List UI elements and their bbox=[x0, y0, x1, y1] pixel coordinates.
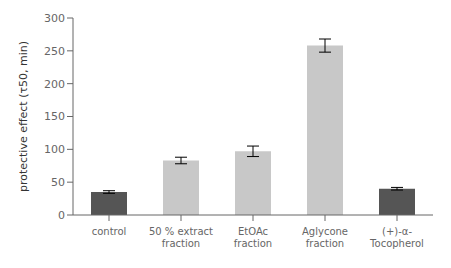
svg-text:300: 300 bbox=[44, 12, 65, 25]
svg-text:250: 250 bbox=[44, 45, 65, 58]
svg-text:200: 200 bbox=[44, 78, 65, 91]
svg-text:100: 100 bbox=[44, 143, 65, 156]
svg-text:(+)-α-Tocopherol: (+)-α-Tocopherol bbox=[369, 226, 424, 249]
svg-text:protective effect (τ50, min): protective effect (τ50, min) bbox=[17, 41, 30, 192]
svg-text:50 % extractfraction: 50 % extractfraction bbox=[149, 226, 213, 249]
svg-text:50: 50 bbox=[51, 176, 65, 189]
svg-text:0: 0 bbox=[58, 209, 65, 222]
svg-text:control: control bbox=[92, 226, 127, 237]
svg-text:Aglyconefraction: Aglyconefraction bbox=[302, 226, 348, 249]
svg-text:150: 150 bbox=[44, 110, 65, 123]
svg-text:EtOAcfraction: EtOAcfraction bbox=[234, 226, 272, 249]
